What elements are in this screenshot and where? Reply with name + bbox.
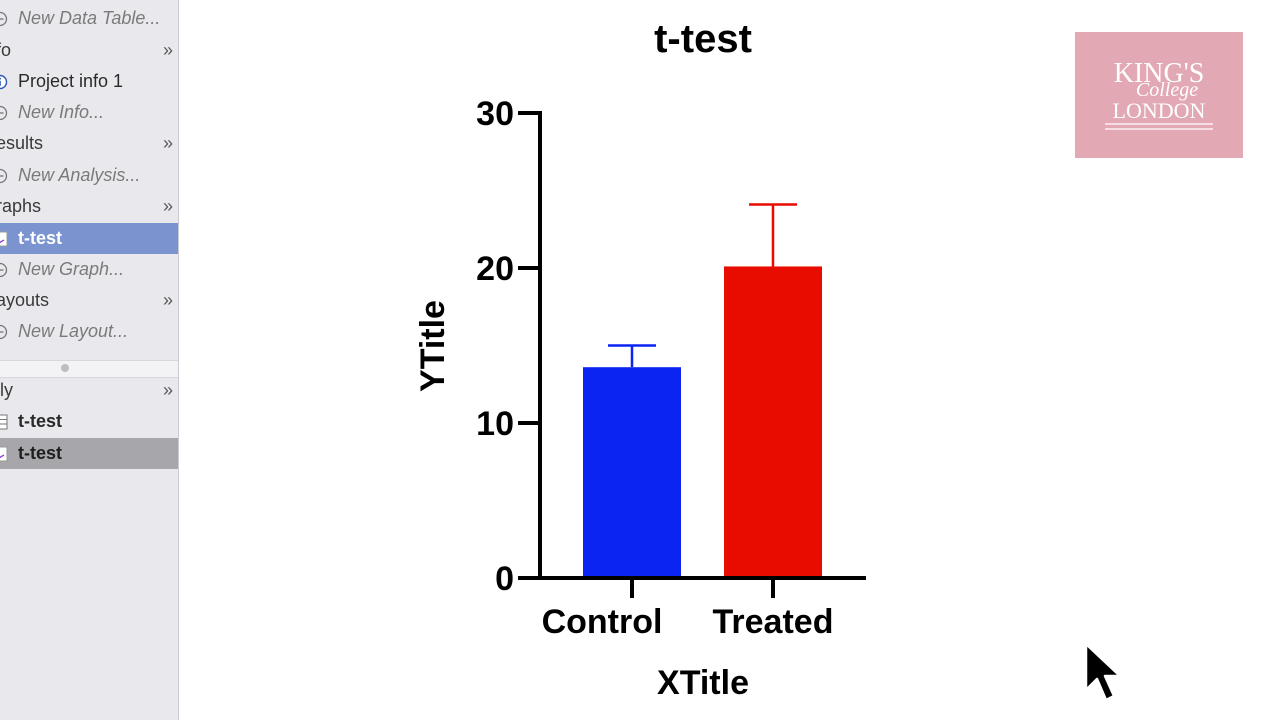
section-label: ily bbox=[0, 380, 13, 400]
plot-area: Control Treated 0 10 20 30 bbox=[476, 95, 866, 641]
item-label: New Info... bbox=[18, 102, 105, 122]
splitter-handle-icon[interactable] bbox=[61, 364, 69, 372]
chevron-icon[interactable]: » bbox=[162, 40, 173, 60]
item-label: Project info 1 bbox=[18, 71, 124, 91]
graph-icon bbox=[0, 446, 8, 462]
bar-treated bbox=[724, 266, 822, 578]
section-header-layouts[interactable]: ayouts » bbox=[0, 285, 178, 316]
plus-circle-icon bbox=[0, 105, 8, 121]
plus-circle-icon bbox=[0, 324, 8, 340]
bar-control bbox=[583, 367, 681, 578]
new-info-item[interactable]: New Info... bbox=[0, 97, 178, 128]
y-tick-label-0: 0 bbox=[495, 560, 514, 598]
item-label: New Analysis... bbox=[18, 165, 141, 185]
bar-chart: t-test YTitle XTitle Control Treated 0 10 20… bbox=[414, 17, 866, 702]
table-icon bbox=[0, 414, 8, 430]
kings-college-london-logo: KING'S College LONDON bbox=[1075, 32, 1243, 158]
y-tick-label-30: 30 bbox=[476, 95, 514, 133]
chart-title: t-test bbox=[654, 17, 752, 61]
logo-line-kings: KING'S bbox=[1114, 58, 1205, 89]
chevron-icon[interactable]: » bbox=[162, 380, 173, 400]
x-tick-label-treated: Treated bbox=[713, 603, 834, 641]
item-label: t-test bbox=[18, 443, 62, 463]
section-header-info[interactable]: fo » bbox=[0, 35, 178, 66]
graph-icon bbox=[0, 231, 8, 247]
item-label: New Layout... bbox=[18, 321, 129, 341]
x-axis-label: XTitle bbox=[657, 664, 749, 702]
y-axis-label: YTitle bbox=[414, 300, 452, 392]
plus-circle-icon bbox=[0, 168, 8, 184]
new-graph-item[interactable]: New Graph... bbox=[0, 254, 178, 285]
info-icon bbox=[0, 74, 8, 90]
family-item-table[interactable]: t-test bbox=[0, 406, 178, 437]
section-header-graphs[interactable]: raphs » bbox=[0, 191, 178, 222]
chevron-icon[interactable]: » bbox=[162, 290, 173, 310]
section-header-results[interactable]: esults » bbox=[0, 128, 178, 159]
section-label: fo bbox=[0, 40, 12, 60]
new-data-table-item[interactable]: New Data Table... bbox=[0, 3, 178, 34]
mouse-cursor-icon bbox=[1084, 642, 1122, 702]
y-tick-label-10: 10 bbox=[476, 405, 514, 443]
item-label: New Data Table... bbox=[18, 8, 161, 28]
navigator-sidebar: New Data Table... fo » Project info 1 Ne… bbox=[0, 0, 179, 720]
y-tick-label-20: 20 bbox=[476, 250, 514, 288]
plus-circle-icon bbox=[0, 262, 8, 278]
item-label: t-test bbox=[18, 228, 62, 248]
section-label: ayouts bbox=[0, 290, 50, 310]
pane-splitter[interactable] bbox=[0, 360, 178, 378]
family-item-graph[interactable]: t-test bbox=[0, 438, 178, 469]
section-label: esults bbox=[0, 133, 44, 153]
new-analysis-item[interactable]: New Analysis... bbox=[0, 160, 178, 191]
new-layout-item[interactable]: New Layout... bbox=[0, 316, 178, 347]
logo-line-college: College bbox=[1136, 79, 1198, 101]
project-info-item[interactable]: Project info 1 bbox=[0, 66, 178, 97]
plus-circle-icon bbox=[0, 11, 8, 27]
chevron-icon[interactable]: » bbox=[162, 196, 173, 216]
section-header-family[interactable]: ily » bbox=[0, 375, 178, 406]
chevron-icon[interactable]: » bbox=[162, 133, 173, 153]
logo-line-london: LONDON bbox=[1113, 98, 1206, 123]
section-label: raphs bbox=[0, 196, 42, 216]
item-label: t-test bbox=[18, 411, 62, 431]
item-label: New Graph... bbox=[18, 259, 125, 279]
x-tick-label-control: Control bbox=[542, 603, 663, 641]
graph-item-t-test[interactable]: t-test bbox=[0, 223, 178, 254]
